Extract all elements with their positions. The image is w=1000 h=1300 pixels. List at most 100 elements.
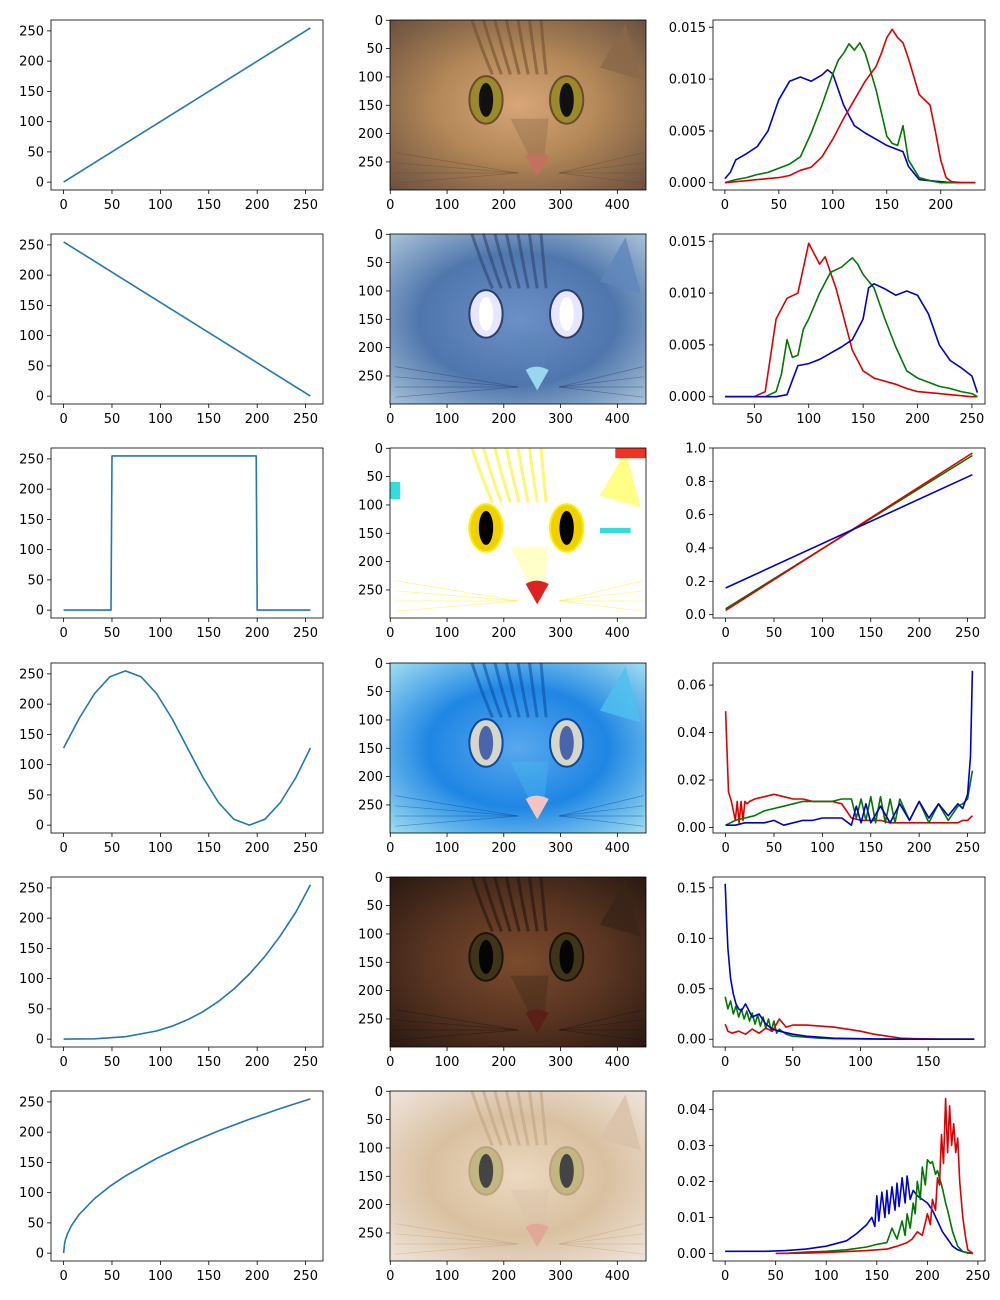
image-panel-3-1: 0 100 200 300 400 0 50 100 150 200 250 xyxy=(358,657,647,856)
series-line-red xyxy=(725,242,978,398)
x-tick-label: 0 xyxy=(386,1055,394,1070)
cat-stripe xyxy=(470,19,494,75)
series-line-curve xyxy=(62,670,312,826)
series-line-green xyxy=(785,1159,973,1255)
y-tick-label: 0.00 xyxy=(677,1247,706,1262)
y-tick-label: 0 xyxy=(36,1033,44,1048)
y-tick-label: 150 xyxy=(19,1156,44,1171)
x-tick-label: 50 xyxy=(104,1269,121,1284)
cat-whisker xyxy=(558,1223,644,1245)
x-tick-label: 0 xyxy=(59,626,67,641)
cat-whisker xyxy=(395,152,519,174)
x-tick-label: 100 xyxy=(820,198,845,213)
cat-whisker xyxy=(395,172,519,184)
cat-nose xyxy=(525,795,549,820)
plot-panel-5-0: 0 50 100 150 200 250 0 50 100 150 200 250 xyxy=(19,1090,324,1284)
cat-whisker xyxy=(395,366,519,388)
y-tick-label: 0.00 xyxy=(677,821,706,836)
x-tick-label: 0 xyxy=(721,198,729,213)
x-tick-label: 250 xyxy=(293,412,318,427)
series-line-green xyxy=(725,770,974,826)
cat-whisker xyxy=(558,1243,644,1255)
plot-frame xyxy=(712,447,986,619)
series-line-green xyxy=(724,41,976,184)
cat-pupil xyxy=(559,1153,574,1188)
plot-panel-4-0: 0 50 100 150 200 250 0 50 100 150 200 250 xyxy=(19,876,324,1070)
x-tick-label: 50 xyxy=(746,412,763,427)
plot-frame xyxy=(50,233,324,405)
x-tick-label: 100 xyxy=(148,1269,173,1284)
x-tick-label: 200 xyxy=(245,626,270,641)
x-tick-label: 50 xyxy=(104,1055,121,1070)
cat-stripe xyxy=(516,19,530,75)
series-line-blue xyxy=(724,883,975,1040)
cat-stripe xyxy=(470,1090,494,1146)
series-line-red xyxy=(724,1018,975,1040)
cat-stripe xyxy=(482,447,503,503)
y-tick-label: 100 xyxy=(19,1186,44,1201)
y-tick-label: 0.03 xyxy=(677,1139,706,1154)
x-tick-label: 150 xyxy=(851,412,876,427)
x-tick-label: 100 xyxy=(148,841,173,856)
cat-stripe xyxy=(482,19,503,75)
plot-panel-2-2: 0 50 100 150 200 250 0.0 0.2 0.4 0.6 0.8 1.0 xyxy=(685,442,986,641)
cat-whisker xyxy=(558,580,644,602)
y-tick-label: 200 xyxy=(19,55,44,70)
series-line-red xyxy=(724,711,973,824)
x-tick-label: 50 xyxy=(104,412,121,427)
x-tick-label: 50 xyxy=(104,198,121,213)
y-tick-label: 0.000 xyxy=(669,176,706,191)
x-tick-label: 0 xyxy=(386,626,394,641)
y-tick-label: 250 xyxy=(358,1012,383,1027)
image-background xyxy=(390,663,646,833)
y-tick-label: 100 xyxy=(19,543,44,558)
cat-stripe xyxy=(516,233,530,289)
plot-panel-3-2: 0 50 100 150 200 250 0.00 0.02 0.04 0.06 xyxy=(677,662,986,856)
y-tick-label: 250 xyxy=(19,1095,44,1110)
y-tick-label: 250 xyxy=(19,24,44,39)
y-tick-label: 0 xyxy=(375,1085,383,1100)
cat-stripe xyxy=(516,1090,530,1146)
cat-whisker xyxy=(395,1009,519,1031)
cat-pupil xyxy=(559,725,574,760)
plot-panel-5-2: 0 50 100 150 200 250 0.00 0.01 0.02 0.03 0.04 xyxy=(677,1090,990,1284)
cat-stripe xyxy=(493,662,512,718)
y-tick-label: 50 xyxy=(27,145,44,160)
cat-ear xyxy=(599,23,641,80)
cat-stripe xyxy=(528,447,539,503)
y-tick-label: 0.00 xyxy=(677,1033,706,1048)
x-tick-label: 200 xyxy=(491,1055,516,1070)
cat-whisker xyxy=(558,152,644,174)
cat-stripe xyxy=(493,447,512,503)
cat-stripe xyxy=(470,876,494,932)
cat-stripe xyxy=(505,876,521,932)
x-tick-label: 150 xyxy=(196,841,221,856)
cat-pupil xyxy=(559,939,574,974)
y-tick-label: 150 xyxy=(358,956,383,971)
cat-whisker xyxy=(558,1019,644,1031)
series-line-curve xyxy=(63,884,312,1040)
series-line-blue xyxy=(724,69,976,184)
y-tick-label: 200 xyxy=(358,984,383,999)
y-tick-label: 0.015 xyxy=(669,235,706,250)
y-tick-label: 0 xyxy=(36,604,44,619)
cat-whisker xyxy=(558,795,644,817)
cat-stripe xyxy=(505,662,521,718)
cat-stripe xyxy=(482,1090,503,1146)
x-tick-label: 0 xyxy=(721,1055,729,1070)
x-tick-label: 200 xyxy=(491,626,516,641)
x-tick-label: 300 xyxy=(548,1269,573,1284)
cat-whisker xyxy=(395,805,519,817)
x-tick-label: 50 xyxy=(766,841,783,856)
plot-frame xyxy=(50,1090,324,1262)
y-tick-label: 150 xyxy=(358,313,383,328)
y-tick-label: 50 xyxy=(366,42,383,57)
x-tick-label: 100 xyxy=(435,626,460,641)
y-tick-label: 150 xyxy=(358,1170,383,1185)
y-tick-label: 0 xyxy=(36,1247,44,1262)
cat-stripe xyxy=(505,19,521,75)
cat-stripe xyxy=(539,19,548,75)
cat-ear xyxy=(599,451,641,508)
x-tick-label: 0 xyxy=(59,198,67,213)
